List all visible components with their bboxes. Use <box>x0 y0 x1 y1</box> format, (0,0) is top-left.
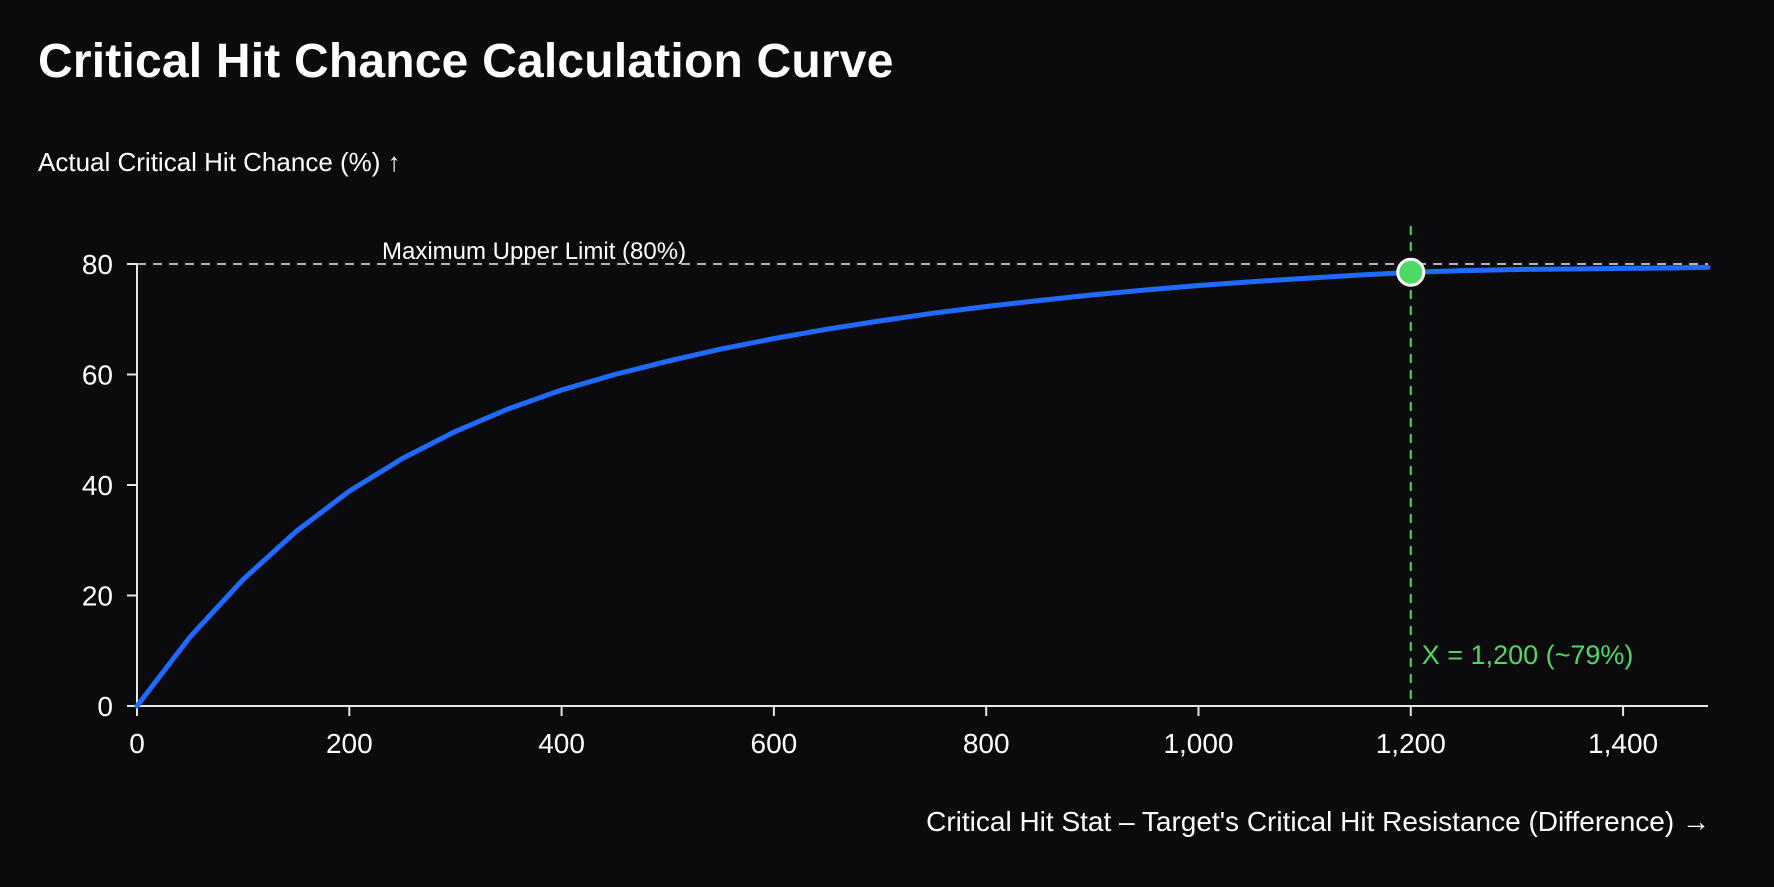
x-tick-label: 1,200 <box>1376 728 1446 759</box>
y-tick-label: 60 <box>82 360 113 391</box>
x-tick-label: 600 <box>751 728 798 759</box>
y-tick-label: 20 <box>82 581 113 612</box>
y-tick-label: 80 <box>82 249 113 280</box>
marker-label: X = 1,200 (~79%) <box>1422 640 1634 670</box>
x-tick-label: 400 <box>538 728 585 759</box>
chart-title: Critical Hit Chance Calculation Curve <box>38 35 894 88</box>
y-axis-label: Actual Critical Hit Chance (%) ↑ <box>38 147 401 177</box>
y-tick-label: 40 <box>82 470 113 501</box>
series-line <box>134 264 1711 709</box>
x-axis-label: Critical Hit Stat – Target's Critical Hi… <box>926 806 1710 837</box>
x-tick-label: 1,000 <box>1163 728 1233 759</box>
marker-point <box>1396 257 1426 287</box>
x-tick-label: 0 <box>129 728 145 759</box>
x-tick-label: 200 <box>326 728 373 759</box>
upper-limit-label: Maximum Upper Limit (80%) <box>382 238 686 265</box>
x-tick-label: 1,400 <box>1588 728 1658 759</box>
x-tick-label: 800 <box>963 728 1010 759</box>
y-tick-label: 0 <box>97 691 113 722</box>
